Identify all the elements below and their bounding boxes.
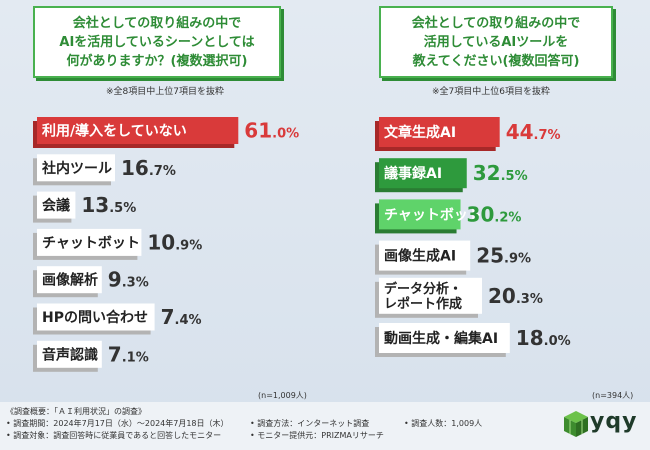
- category-label: 会議: [42, 197, 70, 214]
- left-question-line: AIを活用しているシーンとしては: [59, 35, 255, 50]
- category-label: レポート作成: [384, 296, 462, 312]
- value-label: 20.3%: [488, 284, 543, 308]
- left-question-line: 会社としての取り組みの中で: [72, 16, 242, 31]
- right-question-line: 会社としての取り組みの中で: [411, 16, 581, 31]
- value-label: 10.9%: [147, 230, 202, 254]
- left-note: ※全8項目中上位7項目を抜粋: [106, 87, 224, 97]
- value-label: 25.9%: [476, 244, 531, 268]
- value-label: 7.4%: [161, 305, 202, 329]
- footer-target: • 調査対象：調査回答時に従業員であると回答したモニター: [6, 431, 222, 440]
- bar: [37, 303, 155, 331]
- category-label: チャットボット: [384, 207, 482, 223]
- category-label: チャットボット: [42, 235, 140, 251]
- value-label: 7.1%: [108, 342, 149, 366]
- category-label: 文章生成AI: [384, 124, 456, 141]
- right-note: ※全7項目中上位6項目を抜粋: [432, 87, 550, 97]
- value-label: 9.3%: [108, 268, 149, 292]
- footer-heading: 《調査概要：「ＡＩ利用状況」の調査》: [6, 407, 146, 416]
- value-label: 30.2%: [467, 202, 522, 226]
- category-label: 画像生成AI: [384, 248, 456, 265]
- bar: [37, 340, 102, 368]
- brand-logo-text: yqy: [590, 409, 638, 434]
- bar: [37, 266, 102, 294]
- right-question-line: 活用しているAIツールを: [423, 35, 569, 50]
- bar: [37, 191, 76, 219]
- category-label: 利用/導入をしていない: [42, 123, 187, 140]
- value-label: 18.0%: [516, 326, 571, 350]
- survey-footer: 《調査概要：「ＡＩ利用状況」の調査》 • 調査期間：2024年7月17日（水）〜…: [0, 402, 650, 450]
- right-question-box: 会社としての取り組みの中で 活用しているAIツールを 教えてください(複数回答可…: [379, 6, 613, 78]
- bar: [379, 158, 467, 189]
- category-label: データ分析・: [384, 281, 462, 297]
- value-label: 44.7%: [506, 120, 561, 144]
- left-sample-size: (n=1,009人): [258, 391, 307, 400]
- footer-method: • 調査方法：インターネット調査: [250, 419, 370, 428]
- bar: [379, 240, 471, 271]
- right-sample-size: (n=394人): [592, 391, 634, 400]
- bar: [37, 154, 115, 182]
- value-label: 13.5%: [81, 193, 136, 217]
- footer-count: • 調査人数：1,009人: [404, 419, 483, 428]
- left-question-box: 会社としての取り組みの中で AIを活用しているシーンとしては 何がありますか？(…: [33, 6, 281, 78]
- category-label: 議事録AI: [384, 165, 442, 182]
- category-label: 動画生成・編集AI: [384, 330, 498, 347]
- right-question-line: 教えてください(複数回答可): [412, 54, 580, 69]
- footer-period: • 調査期間：2024年7月17日（水）〜2024年7月18日（木）: [6, 419, 229, 428]
- left-question-line: 何がありますか？(複数選択可): [66, 54, 248, 69]
- value-label: 61.0%: [244, 119, 299, 143]
- left-chart: 利用/導入をしていない 61.0% 社内ツール 16.7% 会議 13.5% チャットボット…: [33, 117, 299, 372]
- bar: [379, 117, 500, 147]
- value-label: 16.7%: [121, 156, 176, 180]
- bar: [37, 117, 239, 144]
- footer-provider: • モニター提供元：PRIZMAリサーチ: [250, 431, 384, 440]
- category-label: HPの問い合わせ: [42, 309, 148, 326]
- category-label: 画像解析: [42, 272, 98, 289]
- bar: [379, 323, 510, 353]
- category-label: 社内ツール: [41, 160, 112, 177]
- bar: [37, 228, 142, 256]
- value-label: 32.5%: [473, 161, 528, 185]
- bar: [379, 277, 482, 314]
- bar: [379, 199, 461, 230]
- category-label: 音声認識: [42, 346, 98, 363]
- cube-logo-icon: [564, 411, 588, 437]
